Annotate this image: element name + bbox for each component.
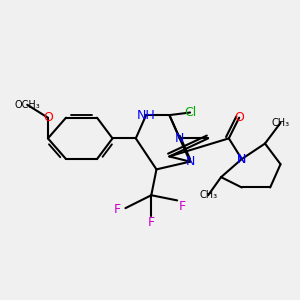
Text: CH₃: CH₃ — [199, 190, 217, 200]
Text: N: N — [237, 152, 246, 166]
Text: CH₃: CH₃ — [272, 118, 290, 128]
Text: F: F — [148, 216, 155, 229]
Text: F: F — [114, 203, 121, 216]
Text: Cl: Cl — [184, 106, 196, 119]
Text: O: O — [43, 111, 53, 124]
Text: N: N — [237, 152, 246, 166]
Text: N: N — [185, 155, 195, 168]
Text: O: O — [234, 111, 244, 124]
Text: F: F — [179, 200, 186, 213]
Text: N: N — [175, 132, 184, 145]
Text: NH: NH — [137, 109, 155, 122]
Text: OCH₃: OCH₃ — [14, 100, 40, 110]
